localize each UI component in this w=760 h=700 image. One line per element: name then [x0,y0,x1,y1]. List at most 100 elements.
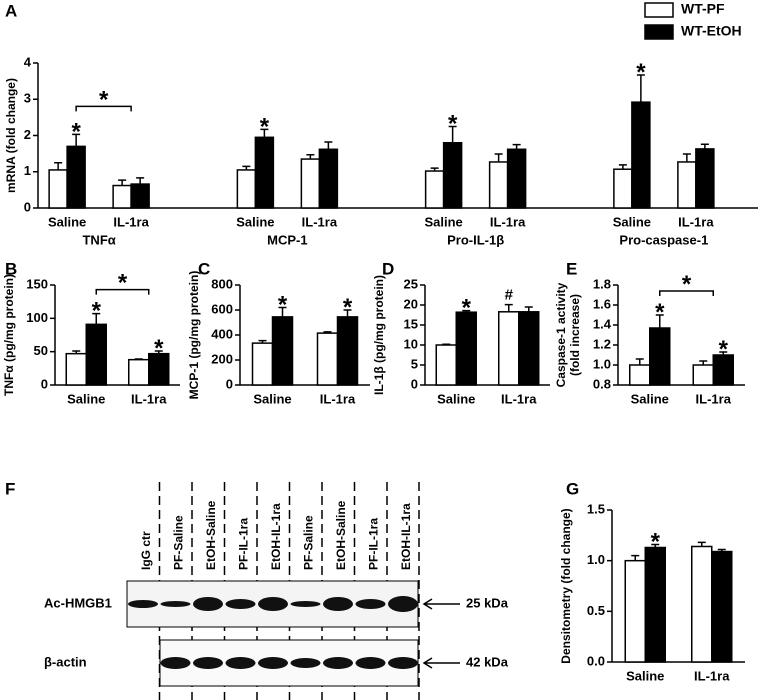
significance-label: * [260,113,270,140]
y-tick-label: 1.0 [593,356,611,371]
bracket [95,288,150,295]
bar [251,342,274,386]
error-bar [697,541,706,547]
error-bar [134,358,143,360]
panel-letter: E [566,259,577,278]
blot-band [128,600,158,608]
blot-band [355,599,386,609]
bar [631,101,651,209]
x-tick-label: IL-1ra [696,391,732,406]
y-axis-title: mRNA (fold change) [4,78,18,193]
bar [130,183,150,209]
y-tick-label: 15 [404,316,418,331]
bar [48,169,68,209]
error-bar [524,306,533,312]
marker-label: 42 kDa [466,654,509,669]
lane-label: PF-IL-1ra [237,518,251,570]
error-bar [442,343,451,345]
y-axis-title: IL-1β (pg/mg protein) [372,275,386,395]
significance-label: * [92,298,102,325]
bar [66,145,86,209]
y-tick-label: 20 [404,296,418,311]
bar [649,327,671,386]
blot-band [225,657,256,669]
bar [506,148,527,209]
y-axis-title: Densitometry (fold change) [559,508,573,663]
blot-band [258,597,288,611]
y-tick-label: 1.0 [587,552,605,567]
bar [442,142,463,209]
x-tick-label: IL-1ra [302,214,338,229]
bar [613,168,633,209]
y-tick-label: 2 [24,127,31,142]
error-bar [651,543,660,548]
bar [65,352,87,386]
bar [254,136,275,209]
x-tick-label: Saline [437,391,475,406]
y-tick-label: 1.2 [593,336,611,351]
blot-band [193,597,223,611]
error-bar [306,153,315,160]
y-tick-label: 3 [24,91,31,106]
blot-band [323,657,353,669]
error-bar [260,128,269,138]
bar [498,311,520,386]
error-bar [323,331,332,334]
error-bar [717,548,726,552]
error-bar [636,74,645,103]
significance-label: * [462,295,472,322]
marker-arrow [422,657,460,669]
panel-letter: D [382,259,394,278]
error-bar [494,153,503,162]
y-tick-label: 1.4 [593,316,612,331]
x-tick-label: IL-1ra [694,668,730,683]
x-tick-label: IL-1ra [490,214,526,229]
error-bar [512,143,521,150]
significance-label: * [118,270,128,297]
bar [424,170,445,209]
x-tick-label: IL-1ra [678,214,714,229]
error-bar [343,309,352,317]
blot-band [258,657,288,669]
panel-letter: C [198,259,210,278]
x-tick-label: Saline [67,391,105,406]
bar [518,311,540,386]
error-bar [430,167,439,172]
bar [271,316,294,386]
error-bar [72,133,81,147]
y-tick-label: 0 [41,376,48,391]
blot-band [290,658,321,668]
bar [692,364,714,386]
row-label: Ac-HMGB1 [44,595,112,610]
error-bar [154,350,163,354]
bar [624,559,646,663]
bar [128,358,150,386]
y-tick-label: 1.5 [587,501,605,516]
x-tick-label: Saline [424,214,462,229]
y-tick-label: 1 [24,163,31,178]
significance-label: * [719,336,729,363]
lane-label: PF-Saline [172,515,186,570]
y-axis-title: Caspase-1 activity [554,282,568,387]
y-tick-label: 0 [411,376,418,391]
significance-label: * [636,59,646,86]
panel-letter: F [5,479,15,498]
blot-band [388,657,418,669]
y-tick-label: 200 [211,351,233,366]
significance-label: * [448,110,458,137]
error-bar [324,141,333,150]
y-tick-label: 0.8 [593,376,611,391]
y-axis-title: MCP-1 (pg/mg protein) [187,271,201,400]
significance-label: * [71,118,81,145]
x-tick-label: Saline [253,391,291,406]
significance-label: * [154,335,164,362]
y-tick-label: 0.0 [587,653,605,668]
bar [644,546,666,663]
error-bar [719,351,728,355]
significance-label: * [343,294,353,321]
group-label: MCP-1 [267,232,307,247]
panel-letter: G [566,479,579,498]
x-tick-label: IL-1ra [320,391,356,406]
error-bar [631,554,640,561]
